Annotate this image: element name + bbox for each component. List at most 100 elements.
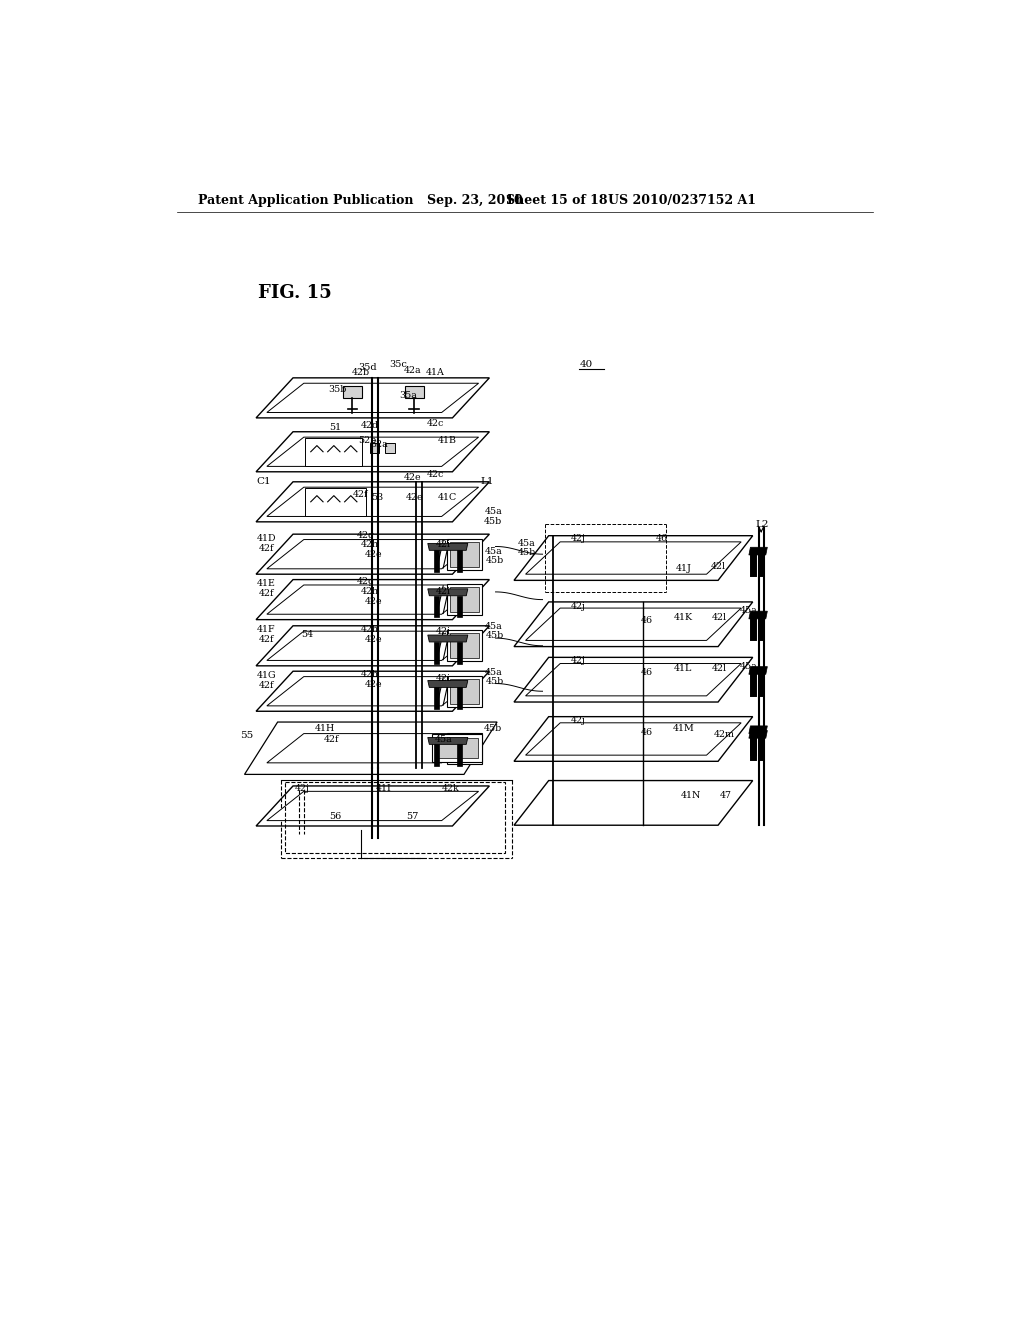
Polygon shape <box>434 595 438 618</box>
Text: 42h: 42h <box>361 586 379 595</box>
Text: 46: 46 <box>655 535 668 544</box>
Text: 41B: 41B <box>437 437 457 445</box>
Polygon shape <box>432 734 481 762</box>
Polygon shape <box>457 642 462 664</box>
Text: 41N: 41N <box>681 792 701 800</box>
Polygon shape <box>256 626 489 665</box>
Polygon shape <box>256 579 489 619</box>
Polygon shape <box>525 664 741 696</box>
Text: FIG. 15: FIG. 15 <box>258 284 332 302</box>
Text: 41D: 41D <box>256 533 275 543</box>
Text: 45b: 45b <box>484 723 503 733</box>
Text: 41C: 41C <box>437 492 457 502</box>
Text: 42k: 42k <box>442 784 460 793</box>
Text: L2: L2 <box>756 520 769 528</box>
Text: 42a: 42a <box>403 366 421 375</box>
Text: 42i: 42i <box>435 586 451 595</box>
Polygon shape <box>514 657 753 702</box>
Text: 42l: 42l <box>712 664 727 673</box>
Text: 41G: 41G <box>256 671 275 680</box>
Text: 42c: 42c <box>427 470 444 479</box>
Text: 42e: 42e <box>406 492 424 502</box>
Text: 42b: 42b <box>351 368 370 378</box>
Text: 45a: 45a <box>484 668 502 677</box>
Polygon shape <box>451 737 478 760</box>
Text: 42d: 42d <box>361 421 379 430</box>
Polygon shape <box>256 432 489 471</box>
Text: 46: 46 <box>640 616 652 624</box>
Text: 40: 40 <box>580 360 593 370</box>
Polygon shape <box>256 729 489 768</box>
Text: 41F: 41F <box>257 626 275 634</box>
Text: 42i: 42i <box>435 627 451 636</box>
Text: 45b: 45b <box>484 516 503 525</box>
Text: 35c: 35c <box>389 360 407 370</box>
Polygon shape <box>267 631 478 660</box>
Polygon shape <box>451 587 478 612</box>
Text: 41L: 41L <box>674 664 692 673</box>
Text: C1: C1 <box>256 478 271 486</box>
Text: 42l: 42l <box>711 562 726 572</box>
Text: Patent Application Publication: Patent Application Publication <box>199 194 414 207</box>
Polygon shape <box>525 543 741 574</box>
Text: 42h: 42h <box>361 626 379 634</box>
Text: 52b: 52b <box>357 437 376 445</box>
Polygon shape <box>525 609 741 640</box>
Text: 42h: 42h <box>361 669 379 678</box>
Polygon shape <box>267 585 478 614</box>
Polygon shape <box>428 589 468 595</box>
Polygon shape <box>343 385 362 397</box>
Text: 42j: 42j <box>295 784 309 793</box>
Text: 45a: 45a <box>484 507 502 516</box>
Text: 41I: 41I <box>376 784 392 793</box>
Text: US 2010/0237152 A1: US 2010/0237152 A1 <box>608 194 756 207</box>
Text: 41E: 41E <box>257 579 275 587</box>
Text: 42j: 42j <box>570 602 586 611</box>
Text: 41A: 41A <box>426 368 444 378</box>
Text: 42m: 42m <box>714 730 735 739</box>
Text: 42h: 42h <box>361 540 379 549</box>
Polygon shape <box>434 642 438 664</box>
Polygon shape <box>267 677 478 706</box>
Polygon shape <box>267 487 478 516</box>
Text: 42f: 42f <box>258 589 273 598</box>
Polygon shape <box>256 482 489 521</box>
Polygon shape <box>749 611 767 619</box>
Text: L1: L1 <box>480 478 494 486</box>
Text: 45b: 45b <box>518 548 537 557</box>
Polygon shape <box>256 535 489 574</box>
Text: 45a: 45a <box>518 539 536 548</box>
Polygon shape <box>749 667 767 675</box>
Text: 42e: 42e <box>365 550 382 560</box>
Polygon shape <box>428 544 468 550</box>
Text: 42j: 42j <box>570 715 586 725</box>
Polygon shape <box>514 536 753 581</box>
Polygon shape <box>434 744 438 766</box>
Polygon shape <box>304 488 367 516</box>
Polygon shape <box>749 726 767 734</box>
Polygon shape <box>434 550 438 572</box>
Text: 51: 51 <box>330 424 341 433</box>
Polygon shape <box>428 738 468 744</box>
Polygon shape <box>404 385 424 397</box>
Polygon shape <box>447 585 481 615</box>
Polygon shape <box>428 681 468 688</box>
Text: 42g: 42g <box>357 577 375 586</box>
Text: 45b: 45b <box>485 631 504 640</box>
Polygon shape <box>447 676 481 706</box>
Text: 45a: 45a <box>434 735 452 744</box>
Text: 45a: 45a <box>740 663 758 671</box>
Polygon shape <box>447 733 481 763</box>
Text: 45b: 45b <box>485 677 504 686</box>
Text: 53: 53 <box>372 492 384 502</box>
Text: 47: 47 <box>720 792 732 800</box>
Polygon shape <box>267 437 478 466</box>
Text: 35d: 35d <box>358 363 377 372</box>
Polygon shape <box>451 678 478 704</box>
Polygon shape <box>267 734 478 763</box>
Polygon shape <box>435 738 478 758</box>
Text: 55: 55 <box>241 731 254 741</box>
Text: 56: 56 <box>330 812 342 821</box>
Text: 42f: 42f <box>258 544 273 553</box>
Polygon shape <box>267 540 478 569</box>
